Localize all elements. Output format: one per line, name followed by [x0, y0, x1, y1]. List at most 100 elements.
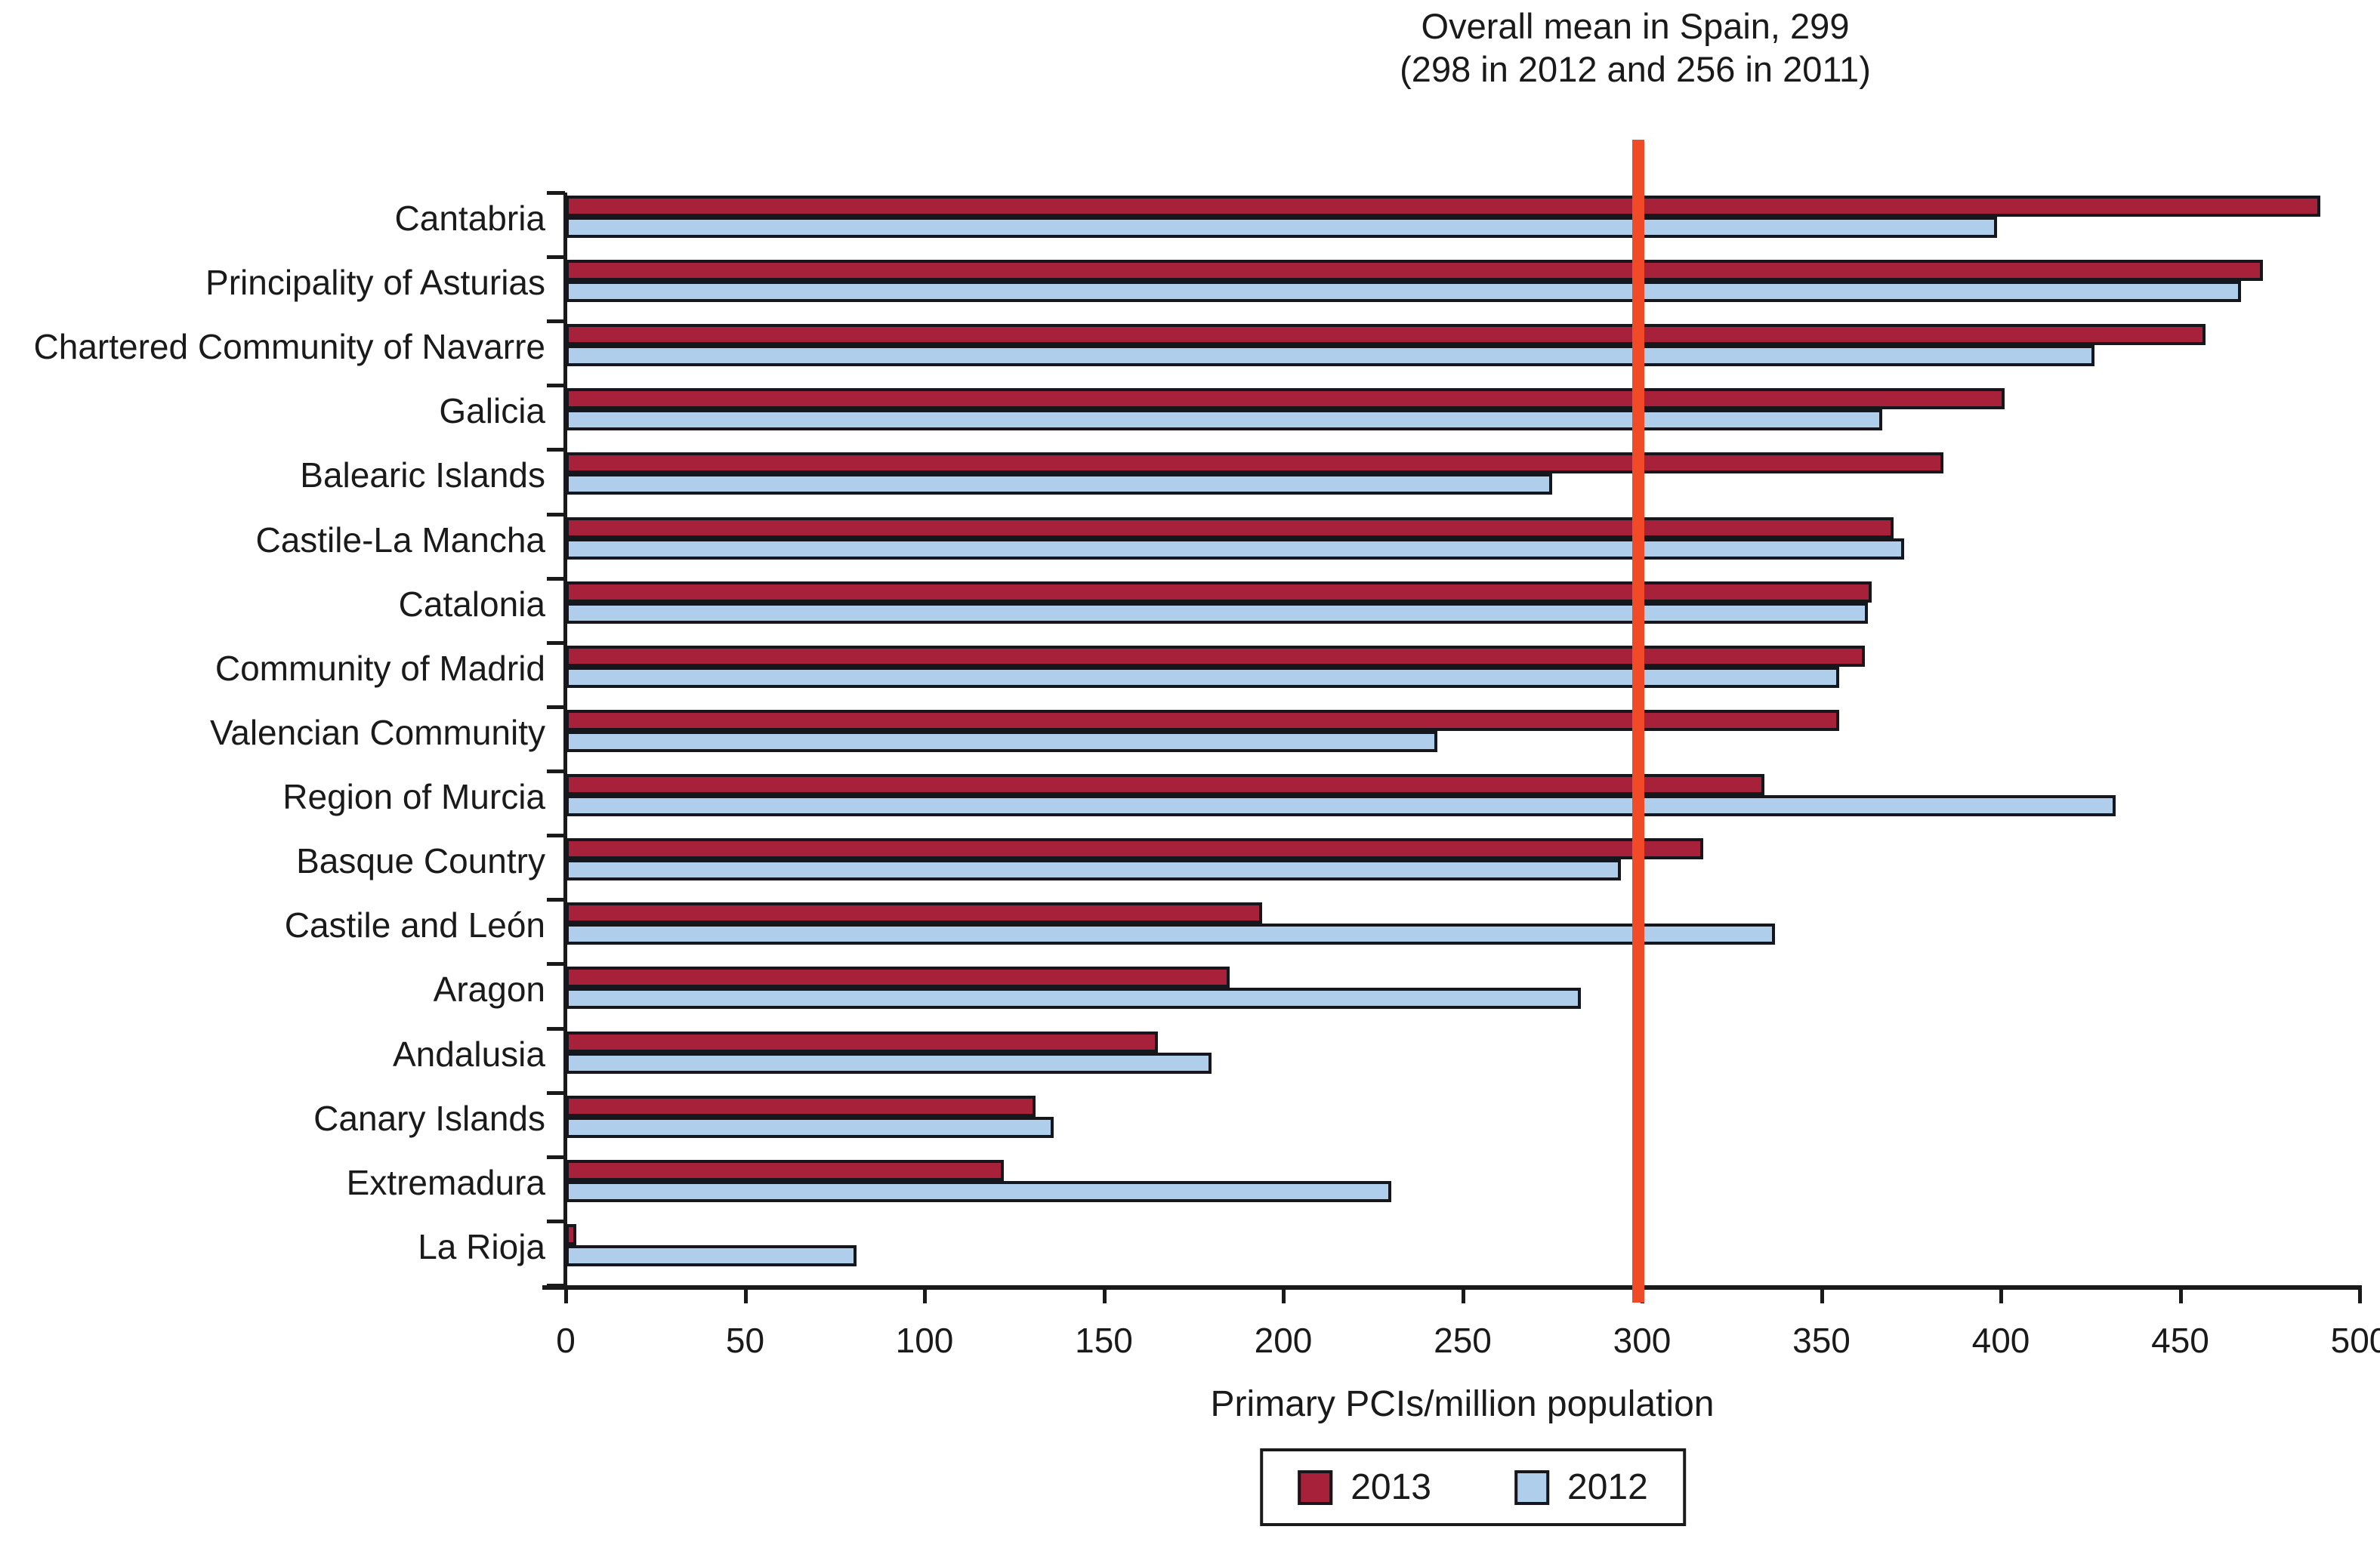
- bar-2012-andalusia: [566, 1052, 1212, 1074]
- legend-item-2012: 2012: [1514, 1466, 1648, 1508]
- bar-2013-aragon: [566, 967, 1230, 988]
- region-label: Castile and León: [284, 905, 545, 945]
- bar-2013-community-of-madrid: [566, 645, 1865, 667]
- bar-2013-andalusia: [566, 1031, 1158, 1053]
- y-axis-tick: [547, 705, 565, 709]
- region-label: Extremadura: [346, 1162, 545, 1202]
- bar-2013-la-rioja: [566, 1223, 577, 1245]
- region-label: Canary Islands: [313, 1098, 545, 1138]
- y-axis-tick: [547, 512, 565, 517]
- chart-title: Overall mean in Spain, 299: [1421, 6, 1850, 46]
- x-tick-label: 200: [1254, 1321, 1313, 1360]
- x-axis-tick: [564, 1285, 568, 1303]
- region-label: Castile-La Mancha: [255, 520, 545, 560]
- y-axis-tick: [547, 448, 565, 452]
- x-tick-label: 100: [895, 1321, 954, 1360]
- region-label: Aragon: [433, 970, 545, 1010]
- y-axis-tick: [547, 255, 565, 260]
- x-axis-tick: [1820, 1285, 1824, 1303]
- region-label: Region of Murcia: [282, 777, 545, 817]
- x-axis-tick: [2358, 1285, 2362, 1303]
- x-axis-tick: [743, 1285, 748, 1303]
- legend-item-2013: 2013: [1298, 1466, 1431, 1508]
- legend-label-2012: 2012: [1567, 1467, 1648, 1507]
- x-axis-tick: [2178, 1285, 2183, 1303]
- x-tick-label: 250: [1434, 1321, 1492, 1360]
- bar-2013-catalonia: [566, 581, 1872, 603]
- x-axis-tick: [1282, 1285, 1286, 1303]
- y-axis-line: [563, 193, 567, 1289]
- bar-2012-castile-and-le-n: [566, 924, 1775, 945]
- bar-2013-balearic-islands: [566, 452, 1943, 474]
- y-axis-tick: [547, 1155, 565, 1159]
- y-axis-tick: [547, 1090, 565, 1095]
- x-tick-label: 150: [1075, 1321, 1133, 1360]
- legend-swatch-2012: [1514, 1469, 1549, 1505]
- legend-swatch-2013: [1298, 1469, 1333, 1505]
- bar-2012-region-of-murcia: [566, 795, 2116, 817]
- x-tick-label: 0: [556, 1321, 576, 1360]
- x-tick-label: 300: [1613, 1321, 1672, 1360]
- bar-2012-catalonia: [566, 602, 1869, 624]
- x-axis-tick: [923, 1285, 927, 1303]
- region-label: Chartered Community of Navarre: [33, 327, 545, 367]
- bar-2013-castile-la-mancha: [566, 517, 1894, 538]
- region-label: La Rioja: [418, 1226, 545, 1266]
- region-label: Catalonia: [398, 584, 545, 624]
- bar-2012-aragon: [566, 988, 1582, 1010]
- bar-2012-canary-islands: [566, 1116, 1054, 1138]
- bar-2012-extremadura: [566, 1180, 1391, 1202]
- bar-2012-community-of-madrid: [566, 666, 1840, 688]
- region-label: Basque Country: [296, 841, 545, 881]
- y-axis-tick: [547, 962, 565, 967]
- bar-2013-cantabria: [566, 196, 2320, 217]
- y-axis-tick: [547, 191, 565, 195]
- bar-2013-galicia: [566, 388, 2005, 410]
- y-axis-tick: [547, 834, 565, 838]
- x-axis-tick: [1461, 1285, 1465, 1303]
- y-axis-tick: [547, 1284, 565, 1288]
- legend-label-2013: 2013: [1351, 1467, 1431, 1507]
- region-label: Community of Madrid: [215, 648, 545, 688]
- chart-subtitle: (298 in 2012 and 256 in 2011): [1400, 49, 1871, 90]
- region-label: Principality of Asturias: [205, 263, 545, 303]
- x-axis-title: Primary PCIs/million population: [1210, 1384, 1715, 1424]
- chart-title-block: Overall mean in Spain, 299 (298 in 2012 …: [1400, 5, 1871, 91]
- region-label: Galicia: [439, 391, 545, 431]
- bar-2013-chartered-community-of-navarre: [566, 324, 2206, 346]
- y-axis-tick: [547, 576, 565, 581]
- bar-2012-basque-country: [566, 859, 1621, 881]
- bar-2012-valencian-community: [566, 730, 1438, 752]
- y-axis-tick: [547, 898, 565, 902]
- y-axis-tick: [547, 1219, 565, 1223]
- x-axis-tick: [1102, 1285, 1107, 1303]
- bar-2012-la-rioja: [566, 1244, 857, 1266]
- mean-reference-line: [1632, 140, 1645, 1303]
- bar-2013-valencian-community: [566, 709, 1840, 731]
- bar-2013-castile-and-le-n: [566, 902, 1262, 924]
- legend: 2013 2012: [1260, 1448, 1686, 1526]
- region-label: Andalusia: [392, 1034, 545, 1074]
- x-tick-label: 350: [1792, 1321, 1851, 1360]
- bar-2013-region-of-murcia: [566, 774, 1764, 796]
- bar-2012-castile-la-mancha: [566, 538, 1904, 560]
- bar-2013-canary-islands: [566, 1095, 1036, 1117]
- x-tick-label: 450: [2151, 1321, 2209, 1360]
- bar-2012-principality-of-asturias: [566, 281, 2242, 303]
- region-label: Cantabria: [394, 199, 545, 238]
- bar-2013-basque-country: [566, 838, 1703, 860]
- x-tick-label: 400: [1971, 1321, 2030, 1360]
- region-label: Valencian Community: [209, 712, 545, 752]
- y-axis-tick: [547, 319, 565, 324]
- bar-2012-cantabria: [566, 217, 1998, 238]
- y-axis-tick: [547, 640, 565, 645]
- x-tick-label: 500: [2330, 1321, 2380, 1360]
- y-axis-tick: [547, 1026, 565, 1031]
- x-axis-line: [542, 1285, 2360, 1290]
- bar-2012-chartered-community-of-navarre: [566, 345, 2094, 367]
- x-axis-tick: [1999, 1285, 2003, 1303]
- y-axis-tick: [547, 769, 565, 774]
- bar-2013-principality-of-asturias: [566, 260, 2263, 282]
